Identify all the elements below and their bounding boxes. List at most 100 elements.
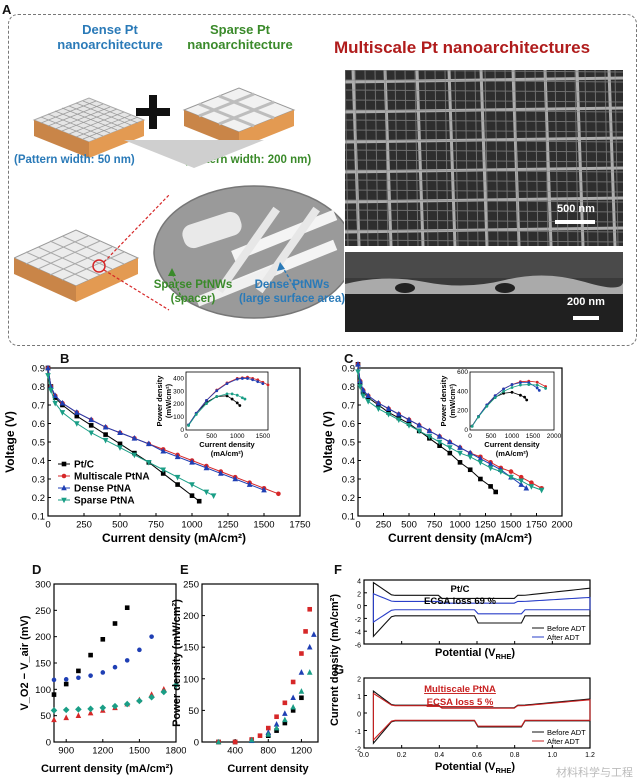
data-point <box>160 688 168 696</box>
inset-data-point <box>240 377 244 380</box>
panel-label-e: E <box>180 562 189 577</box>
data-point <box>467 449 473 456</box>
data-point <box>523 484 530 491</box>
series-e <box>215 669 313 745</box>
cv-after-adt <box>372 692 591 742</box>
y-axis-label: Power density (mW/cm²) <box>172 599 183 727</box>
data-point <box>498 469 504 475</box>
sem-fine-wire <box>364 70 369 246</box>
inset-x-tick-label: 1000 <box>505 433 520 440</box>
data-point <box>102 437 109 444</box>
data-point <box>203 464 210 471</box>
dense-block-illustration <box>32 97 146 158</box>
x-tick-label: 2000 <box>551 520 572 531</box>
multiscale-block-illustration <box>14 229 140 302</box>
sparse-nws-line-2: (spacer) <box>170 293 216 305</box>
panel-label-a: A <box>2 2 12 17</box>
data-point <box>436 439 443 446</box>
sem-top-image: 500 nm <box>345 70 623 246</box>
inset-data-point <box>493 396 497 400</box>
inset-data-point <box>493 394 497 398</box>
x-tick-label: 1750 <box>526 520 547 531</box>
data-point <box>160 467 166 474</box>
data-point <box>124 605 130 610</box>
zoom-circle-illustration <box>153 185 344 319</box>
data-point <box>75 712 82 718</box>
inset-y-label-unit: (mW/cm²) <box>448 383 457 418</box>
y-tick-label: 0.4 <box>32 456 45 467</box>
data-point <box>416 428 422 435</box>
series-d <box>51 634 154 683</box>
inset-x-tick-label: 1500 <box>256 433 271 440</box>
data-point <box>457 444 463 450</box>
inset-data-point <box>510 383 514 386</box>
inset-y-label-unit: (mW/cm²) <box>164 383 173 418</box>
sem-wire <box>415 70 425 246</box>
x-axis-label: Current density (mA/cm²) <box>388 531 532 545</box>
legend-label: Before ADT <box>547 624 586 633</box>
x-tick-label: 1000 <box>449 520 470 531</box>
data-point <box>189 459 195 465</box>
sem-fine-wire <box>345 119 623 123</box>
data-point <box>290 708 296 713</box>
data-point <box>218 470 224 476</box>
data-point <box>518 478 524 485</box>
data-point <box>257 733 263 738</box>
data-point <box>175 482 180 487</box>
x-tick-label: 1250 <box>217 520 238 531</box>
sem-fine-wire <box>494 70 499 246</box>
sem-wire <box>447 70 457 246</box>
data-point <box>355 361 361 367</box>
data-point <box>385 405 392 411</box>
data-point <box>189 482 195 488</box>
sem-fine-wire <box>454 70 459 246</box>
sem-bottom-texture <box>345 252 623 332</box>
inset-x-label-unit: (mA/cm²) <box>211 449 244 458</box>
data-point <box>406 423 412 429</box>
inset-data-point <box>251 378 255 382</box>
data-point <box>76 668 81 674</box>
y-tick-label: 0.3 <box>32 475 45 486</box>
panel-label-b: B <box>60 351 70 366</box>
sem-fine-wire <box>345 159 623 163</box>
scale-bar-top-label: 500 nm <box>557 203 595 215</box>
sparse-title: Sparse Pt nanoarchitecture <box>180 22 300 52</box>
data-point <box>487 465 494 472</box>
data-point <box>74 409 80 415</box>
data-point <box>357 384 363 390</box>
x-tick-label: 250 <box>376 520 392 531</box>
data-point <box>276 491 281 497</box>
x-tick-label: 750 <box>148 520 164 531</box>
y-tick-label: -1 <box>355 729 361 736</box>
inset-data-point <box>266 383 270 387</box>
inset-x-label: Current density <box>484 440 540 449</box>
inset-data-point <box>535 386 539 390</box>
data-point <box>306 669 313 675</box>
sem-fine-wire <box>404 70 409 246</box>
data-point <box>100 670 106 675</box>
sem-fine-wire <box>354 70 359 246</box>
dense-title-line-1: Dense Pt <box>82 22 138 37</box>
data-point <box>282 716 288 723</box>
data-point <box>493 489 498 495</box>
y-tick-label: 0.6 <box>342 419 355 430</box>
data-point <box>51 692 57 697</box>
data-point <box>282 720 288 726</box>
sem-fine-wire <box>345 70 349 246</box>
data-point <box>148 693 155 701</box>
data-point <box>45 373 51 379</box>
x-tick-label: 1500 <box>500 520 521 531</box>
data-point <box>282 700 288 706</box>
data-point <box>365 399 371 405</box>
sem-fine-wire <box>384 70 389 246</box>
sem-fine-wire <box>345 109 623 113</box>
data-point <box>88 673 93 678</box>
annotation: ECSA loss 69 % <box>424 596 497 607</box>
inset-y-tick-label: 0 <box>180 427 184 434</box>
x-tick-label: 1.0 <box>547 752 557 759</box>
inset-y-label: Power density <box>155 375 164 427</box>
legend-label: Sparse PtNA <box>74 496 135 507</box>
inset-data-point <box>225 382 229 385</box>
sem-wire <box>345 76 623 84</box>
sem-fine-wire <box>414 70 419 246</box>
